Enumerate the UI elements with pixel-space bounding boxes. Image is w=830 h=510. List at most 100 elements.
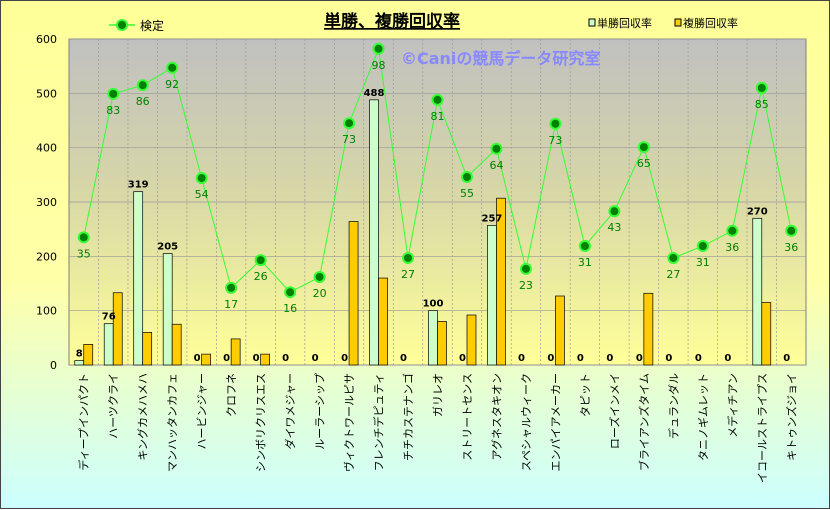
x-tick-label: ハーツクライ <box>107 373 120 439</box>
bar-fukusho <box>260 353 270 366</box>
legend-swatch-fukusho <box>674 18 682 27</box>
line-point-kentei <box>195 172 208 185</box>
line-point-kentei <box>637 141 650 154</box>
bar-tansho <box>369 99 379 366</box>
data-label-tansho: 0 <box>518 353 525 364</box>
line-point-kentei <box>254 254 267 267</box>
line-point-kentei <box>667 251 680 264</box>
data-label-tansho: 0 <box>636 353 643 364</box>
data-label-tansho: 0 <box>253 353 260 364</box>
bar-fukusho <box>348 221 359 366</box>
line-point-kentei <box>431 93 444 106</box>
line-point-kentei <box>107 87 120 100</box>
bar-tansho <box>133 191 144 366</box>
x-tick-label: イコールストライプス <box>756 373 769 483</box>
line-point-kentei <box>225 281 238 294</box>
bar-fukusho <box>466 314 477 366</box>
legend-label-tansho: 単勝回収率 <box>597 16 652 30</box>
bar-fukusho <box>112 292 123 366</box>
bar-tansho <box>487 225 497 366</box>
data-label-tansho: 0 <box>724 353 731 364</box>
x-tick-label: フレンチデピュティ <box>372 373 386 471</box>
y-tick-label: 200 <box>36 250 57 263</box>
bar-fukusho <box>171 323 182 366</box>
y-tick-label: 600 <box>36 33 57 46</box>
data-label-kentei: 73 <box>342 133 356 146</box>
data-label-tansho: 205 <box>157 242 178 253</box>
data-label-kentei: 23 <box>519 279 533 292</box>
legend: 検定 単勝回収率 複勝回収率 <box>109 16 738 33</box>
x-tick-label: ハービンジャー <box>196 373 209 449</box>
data-label-kentei: 27 <box>666 268 680 281</box>
data-label-tansho: 0 <box>577 353 584 364</box>
legend-label-fukusho: 複勝回収率 <box>683 16 738 30</box>
data-label-tansho: 0 <box>400 353 407 364</box>
line-point-kentei <box>136 79 149 92</box>
x-tick-label: ブライアンズタイム <box>637 373 651 471</box>
data-label-kentei: 55 <box>460 187 474 200</box>
x-tick-label: ヴィクトワールピサ <box>342 373 356 472</box>
data-label-kentei: 31 <box>696 256 710 269</box>
data-label-kentei: 31 <box>578 256 592 269</box>
data-label-kentei: 17 <box>224 298 238 311</box>
data-label-tansho: 0 <box>223 353 230 364</box>
x-tick-label: ディープインパクト <box>77 373 91 471</box>
bar-tansho <box>752 217 763 366</box>
x-tick-label: デュランダル <box>666 373 680 439</box>
bar-fukusho <box>555 295 565 366</box>
data-label-kentei: 73 <box>548 134 562 147</box>
data-label-kentei: 86 <box>136 95 150 108</box>
data-label-kentei: 26 <box>254 270 268 283</box>
data-label-kentei: 35 <box>77 247 91 260</box>
data-label-kentei: 98 <box>372 59 386 72</box>
line-point-kentei <box>313 270 326 283</box>
bar-fukusho <box>378 277 388 366</box>
bar-fukusho <box>83 344 94 366</box>
x-tick-label: シンボリクリスエス <box>255 373 268 472</box>
data-label-tansho: 0 <box>312 353 319 364</box>
bar-fukusho <box>230 338 241 366</box>
data-label-tansho: 0 <box>194 353 201 364</box>
bar-fukusho <box>643 292 654 366</box>
data-label-kentei: 36 <box>784 241 798 254</box>
data-label-tansho: 76 <box>102 312 116 323</box>
line-point-kentei <box>490 142 503 155</box>
bar-fukusho <box>496 197 506 366</box>
data-label-kentei: 20 <box>313 287 327 300</box>
data-label-kentei: 54 <box>195 188 209 201</box>
line-point-kentei <box>785 224 798 237</box>
data-label-tansho: 257 <box>482 213 503 224</box>
x-tick-label: タニノギムレット <box>697 373 710 461</box>
data-label-kentei: 43 <box>607 221 621 234</box>
data-label-tansho: 100 <box>423 299 444 310</box>
x-tick-label: メディチアン <box>725 373 739 438</box>
line-point-kentei <box>608 205 621 218</box>
data-label-kentei: 27 <box>401 268 415 281</box>
data-label-tansho: 270 <box>747 206 768 217</box>
y-tick-label: 0 <box>50 359 57 372</box>
y-tick-label: 100 <box>36 305 57 318</box>
bar-tansho <box>162 253 173 366</box>
line-point-kentei <box>343 117 356 130</box>
line-point-kentei <box>726 224 739 237</box>
data-label-tansho: 0 <box>665 353 672 364</box>
data-label-kentei: 92 <box>165 78 179 91</box>
bar-fukusho <box>142 332 153 366</box>
bar-fukusho <box>761 302 772 366</box>
x-tick-label: キトゥンズジョイ <box>784 373 798 461</box>
line-point-kentei <box>519 262 532 275</box>
data-label-kentei: 83 <box>106 104 120 117</box>
line-point-kentei <box>77 231 90 244</box>
bar-tansho <box>74 360 85 366</box>
x-tick-label: ルーラーシップ <box>314 373 327 450</box>
x-tick-label: ダイワメジャー <box>283 373 297 449</box>
line-point-kentei <box>578 240 591 253</box>
data-label-tansho: 8 <box>76 349 83 360</box>
data-label-tansho: 0 <box>547 353 554 364</box>
x-tick-label: キングカメハメハ <box>136 373 150 461</box>
x-tick-label: ガリレオ <box>432 373 445 417</box>
bar-fukusho <box>437 321 447 366</box>
x-tick-label: エンパイアメーカー <box>549 373 562 471</box>
